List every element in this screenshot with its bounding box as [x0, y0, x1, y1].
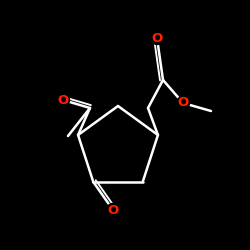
Circle shape [56, 94, 70, 106]
Text: O: O [58, 94, 68, 106]
Circle shape [106, 204, 120, 216]
Text: O: O [108, 204, 119, 216]
Circle shape [150, 32, 164, 44]
Circle shape [176, 96, 190, 110]
Text: O: O [178, 96, 189, 110]
Text: O: O [152, 32, 162, 44]
